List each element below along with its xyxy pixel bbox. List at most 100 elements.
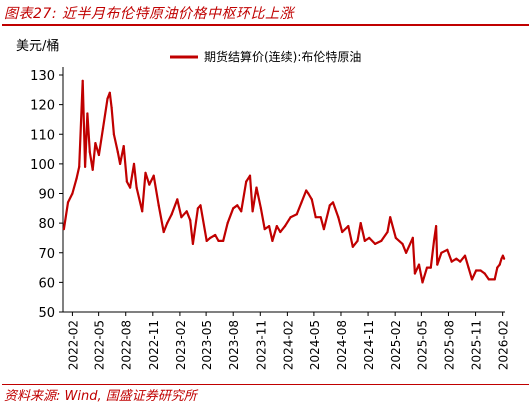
data-point <box>435 225 438 228</box>
data-point <box>81 79 84 82</box>
data-point <box>245 180 248 183</box>
y-tick-label: 70 <box>38 247 55 262</box>
data-point <box>386 230 389 234</box>
data-point <box>459 260 462 263</box>
data-point <box>166 222 169 225</box>
y-tick-label: 90 <box>38 188 55 203</box>
data-point <box>307 192 310 195</box>
data-point <box>144 171 147 174</box>
data-point <box>421 281 424 284</box>
data-point <box>463 254 467 257</box>
data-point <box>152 174 155 177</box>
data-point <box>106 97 109 100</box>
data-point <box>467 266 470 269</box>
data-point <box>479 269 482 272</box>
footer-rule <box>2 384 529 385</box>
data-point <box>300 201 303 204</box>
data-point <box>322 228 325 231</box>
x-tick-label: 2026-02 <box>497 320 511 370</box>
data-point <box>359 222 362 225</box>
x-tick-label: 2025-11 <box>470 320 484 370</box>
data-point <box>170 213 173 216</box>
data-point <box>475 269 478 272</box>
x-tick-label: 2022-11 <box>147 320 161 370</box>
data-point <box>110 106 113 109</box>
data-point <box>455 257 458 260</box>
y-tick-label: 130 <box>30 69 55 84</box>
y-axis: 50 60 70 80 90 100 110 120 130 <box>30 67 64 321</box>
x-tick-label: 2024-05 <box>308 320 322 370</box>
data-point <box>248 174 252 177</box>
data-point <box>351 245 354 248</box>
data-point <box>62 228 65 231</box>
data-point <box>328 204 331 207</box>
data-point <box>314 216 317 219</box>
data-point <box>91 168 94 171</box>
data-point <box>251 210 254 213</box>
x-tick-label: 2022-02 <box>66 320 80 370</box>
data-point <box>135 186 138 189</box>
data-point <box>305 189 308 192</box>
data-point <box>319 216 322 219</box>
header-rule <box>2 24 529 26</box>
y-tick-label: 80 <box>38 217 55 232</box>
data-point <box>496 266 499 269</box>
data-point <box>380 239 383 242</box>
data-point <box>94 142 97 145</box>
x-tick-label: 2024-02 <box>281 320 295 370</box>
y-tick-label: 120 <box>30 99 55 114</box>
x-tick-label: 2023-05 <box>200 320 214 370</box>
data-point <box>236 204 239 207</box>
data-point <box>222 239 225 242</box>
data-point <box>122 145 125 148</box>
legend-label: 期货结算价(连续):布伦特原油 <box>204 49 361 64</box>
data-point <box>275 225 278 228</box>
x-tick-label: 2022-08 <box>120 320 134 370</box>
data-point <box>205 239 208 242</box>
chart-header: 图表27: 近半月布伦特原油价格中枢环比上涨 <box>0 0 531 30</box>
data-point <box>405 251 408 254</box>
data-point <box>436 263 439 266</box>
data-point <box>125 180 128 183</box>
x-tick-label: 2025-08 <box>442 320 456 370</box>
data-point <box>217 239 220 242</box>
data-point <box>498 263 501 266</box>
data-point <box>493 278 496 281</box>
data-point <box>132 162 136 165</box>
data-point <box>432 239 436 242</box>
data-point <box>157 204 160 207</box>
x-tick-label: 2023-02 <box>174 320 188 370</box>
data-point <box>483 272 486 275</box>
data-point <box>232 207 235 210</box>
y-tick-label: 100 <box>30 158 55 173</box>
data-point <box>268 225 271 228</box>
data-point <box>101 127 105 130</box>
y-tick-label: 60 <box>38 276 55 291</box>
x-tick-label: 2022-05 <box>93 320 107 370</box>
data-point <box>259 207 262 210</box>
plot-area <box>62 79 506 284</box>
data-point <box>141 210 144 213</box>
data-point <box>283 225 287 228</box>
data-point <box>189 219 192 222</box>
data-point <box>374 242 377 245</box>
data-point <box>199 204 202 207</box>
data-point <box>255 186 258 189</box>
data-point <box>162 230 165 234</box>
data-point <box>240 210 243 213</box>
data-point <box>116 150 119 154</box>
data-point <box>71 192 74 195</box>
data-point <box>86 112 89 115</box>
data-point <box>500 257 503 260</box>
data-point <box>341 230 344 234</box>
x-tick-label: 2023-08 <box>227 320 241 370</box>
data-point <box>487 278 490 281</box>
x-tick-label: 2024-11 <box>362 320 376 370</box>
data-point <box>180 216 183 219</box>
data-point <box>440 251 443 254</box>
data-point <box>363 239 366 242</box>
x-axis: 2022-02 2022-05 2022-08 2022-11 2023-02 2023-… <box>63 311 511 370</box>
data-point <box>289 216 292 219</box>
data-point <box>470 278 474 281</box>
data-point <box>446 248 449 251</box>
